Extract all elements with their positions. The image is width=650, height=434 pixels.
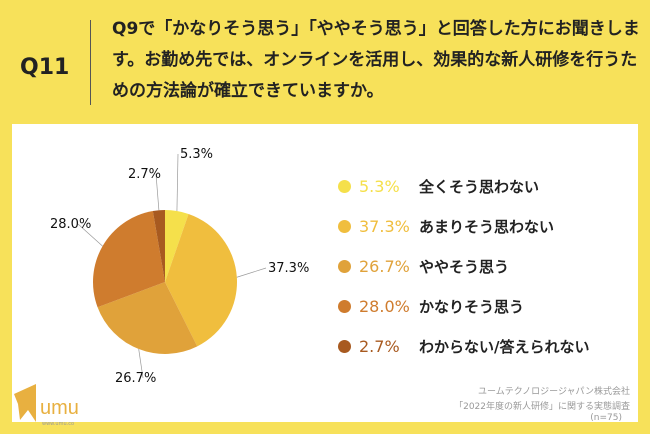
- divider: [90, 20, 91, 105]
- pie-slice: [165, 213, 237, 347]
- source-company: ユームテクノロジージャパン株式会社: [477, 387, 630, 397]
- legend-swatch: [338, 300, 351, 313]
- legend-label: わからない/答えられない: [419, 338, 590, 356]
- data-label: 28.0%: [50, 217, 91, 232]
- sample-size: (n=75): [590, 413, 622, 423]
- pie-slice: [97, 282, 198, 354]
- legend-percent: 37.3%: [359, 217, 410, 236]
- logo-url: www.umu.co: [42, 421, 74, 427]
- legend-percent: 2.7%: [359, 337, 400, 356]
- data-label: 5.3%: [180, 147, 213, 162]
- leader-line: [138, 348, 144, 379]
- umu-logo: umu www.umu.co: [10, 380, 100, 430]
- data-label: 37.3%: [268, 261, 309, 276]
- legend-swatch: [338, 180, 351, 193]
- legend-label: ややそう思う: [419, 258, 510, 276]
- pie-slice: [93, 211, 165, 308]
- leader-line: [176, 153, 179, 212]
- legend-item: 28.0% かなりそう思う: [338, 296, 524, 317]
- legend-swatch: [338, 260, 351, 273]
- legend-label: あまりそう思わない: [419, 218, 555, 236]
- giraffe-icon: [14, 384, 36, 422]
- source-survey: 「2022年度の新人研修」に関する実態調査: [454, 402, 630, 412]
- data-label: 2.7%: [128, 167, 161, 182]
- legend-percent: 28.0%: [359, 297, 410, 316]
- legend-label: かなりそう思う: [419, 298, 525, 316]
- legend-item: 5.3% 全くそう思わない: [338, 176, 539, 197]
- data-label: 26.7%: [115, 371, 156, 386]
- legend-percent: 26.7%: [359, 257, 410, 276]
- pie-slice: [165, 210, 189, 282]
- legend-swatch: [338, 340, 351, 353]
- legend-item: 26.7% ややそう思う: [338, 256, 509, 277]
- question-text: Q9で「かなりそう思う」「ややそう思う」と回答した方にお聞きします。お勤め先では…: [112, 19, 640, 101]
- leader-line: [155, 173, 160, 211]
- leader-line: [236, 267, 267, 278]
- leader-line: [77, 223, 103, 247]
- legend-percent: 5.3%: [359, 177, 400, 196]
- pie-slice: [152, 210, 165, 282]
- legend-item: 2.7% わからない/答えられない: [338, 336, 589, 357]
- question-number: Q11: [20, 55, 70, 80]
- logo-text: umu: [40, 397, 79, 419]
- legend-item: 37.3% あまりそう思わない: [338, 216, 554, 237]
- legend-swatch: [338, 220, 351, 233]
- legend-label: 全くそう思わない: [419, 178, 540, 196]
